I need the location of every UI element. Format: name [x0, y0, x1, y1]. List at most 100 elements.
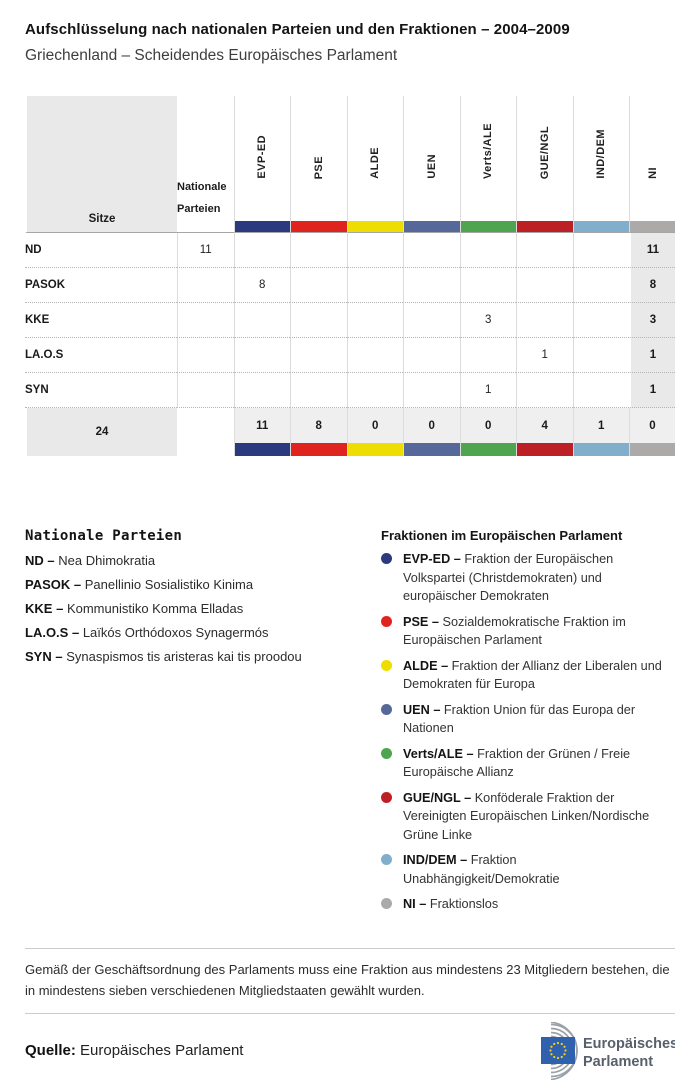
seat-cell: 1	[459, 373, 516, 408]
faction-color-bar	[459, 221, 516, 233]
seat-cell	[290, 303, 347, 338]
seat-cell	[346, 338, 403, 373]
seat-cell: 8	[233, 268, 290, 303]
grand-total-seats: 24	[25, 408, 177, 456]
party-row-label: ND	[25, 233, 177, 268]
column-total: 8	[290, 408, 347, 443]
column-header: GUE/NGL	[516, 96, 573, 221]
seat-cell	[516, 233, 573, 268]
column-header-label: Verts/ALE	[482, 122, 495, 179]
faction-color-bar	[290, 443, 347, 456]
seat-cell: 3	[459, 303, 516, 338]
party-row-label: PASOK	[25, 268, 177, 303]
seat-cell	[346, 233, 403, 268]
faction-color-dot	[381, 854, 392, 865]
faction-color-bar	[629, 443, 675, 456]
seat-cell	[177, 373, 234, 408]
legend-factions-heading: Fraktionen im Europäischen Parlament	[381, 528, 623, 543]
column-header-label: EVP-ED	[256, 135, 269, 179]
column-total: 0	[403, 408, 460, 443]
seats-total-cell: 3	[629, 303, 675, 338]
party-row-label: SYN	[25, 373, 177, 408]
column-total: 0	[629, 408, 675, 443]
column-header: IND/DEM	[572, 96, 630, 221]
footer: Quelle: Europäisches Parlament	[25, 1021, 675, 1080]
seat-cell	[459, 268, 516, 303]
faction-color-bar	[629, 221, 675, 233]
seats-total-cell: 1	[629, 373, 675, 408]
column-total: 0	[459, 408, 516, 443]
seat-cell	[403, 303, 460, 338]
seat-cell	[403, 268, 460, 303]
seat-cell	[572, 268, 629, 303]
faction-color-dot	[381, 898, 392, 909]
seat-cell	[459, 338, 516, 373]
seats-total-cell: 11	[629, 233, 675, 268]
legend-faction-item: NI – Fraktionslos	[381, 895, 675, 914]
faction-color-bar	[290, 221, 347, 233]
faction-color-dot	[381, 747, 392, 759]
source-line: Quelle: Europäisches Parlament	[25, 1042, 243, 1059]
seat-cell	[233, 303, 290, 338]
seat-cell	[572, 303, 629, 338]
faction-seat-table: Nationale Parteien EVP-ED PSE ALDE UEN V…	[25, 96, 675, 456]
seat-cell	[290, 338, 347, 373]
column-header-label: ALDE	[369, 147, 382, 179]
footnote: Gemäß der Geschäftsordnung des Parlament…	[25, 947, 675, 1014]
faction-color-bar	[233, 443, 290, 456]
legend-faction-item: EVP-ED – Fraktion der Europäischen Volks…	[381, 550, 675, 606]
seat-cell	[233, 373, 290, 408]
page-title: Aufschlüsselung nach nationalen Parteien…	[25, 21, 570, 38]
legend-section: Nationale Parteien ND – Nea Dhimokratia …	[25, 528, 675, 914]
faction-color-dot	[381, 615, 392, 627]
table-corner-header: Nationale Parteien	[177, 96, 234, 221]
faction-color-bar	[516, 221, 573, 233]
legend-factions: Fraktionen im Europäischen Parlament EVP…	[381, 528, 675, 914]
column-header: UEN	[403, 96, 460, 221]
legend-parties-heading: Nationale Parteien	[25, 528, 183, 544]
seat-cell	[403, 338, 460, 373]
faction-color-bar	[516, 443, 573, 456]
logo-wordmark-line1: Europäisches	[583, 1036, 675, 1052]
seats-column-header: Sitze	[25, 96, 177, 233]
seat-cell	[572, 373, 629, 408]
seat-cell	[346, 303, 403, 338]
seat-cell	[233, 338, 290, 373]
seat-cell	[403, 233, 460, 268]
column-header: ALDE	[346, 96, 404, 221]
column-header-label: GUE/NGL	[538, 125, 551, 179]
faction-color-bar	[403, 443, 460, 456]
column-header: NI	[629, 96, 675, 221]
column-total: 4	[516, 408, 573, 443]
legend-party-item: SYN – Synaspismos tis aristeras kai tis …	[25, 649, 302, 664]
legend-faction-item: PSE – Sozialdemokratische Fraktion im Eu…	[381, 613, 675, 650]
seat-cell: 11	[177, 233, 234, 268]
legend-party-item: KKE – Kommunistiko Komma Elladas	[25, 601, 244, 616]
seat-cell	[290, 268, 347, 303]
faction-color-bar	[346, 221, 403, 233]
seat-cell	[516, 303, 573, 338]
legend-faction-item: UEN – Fraktion Union für das Europa der …	[381, 701, 675, 738]
column-header: Verts/ALE	[459, 96, 517, 221]
source-label: Quelle:	[25, 1042, 76, 1059]
seat-cell	[572, 233, 629, 268]
seat-cell	[346, 268, 403, 303]
seat-cell	[233, 233, 290, 268]
eu-flag-icon	[541, 1036, 575, 1064]
seats-total-cell: 1	[629, 338, 675, 373]
faction-color-bar	[233, 221, 290, 233]
faction-color-dot	[381, 553, 392, 564]
faction-color-bar	[346, 443, 403, 456]
party-row-label: LA.O.S	[25, 338, 177, 373]
legend-national-parties: Nationale Parteien ND – Nea Dhimokratia …	[25, 528, 381, 914]
column-total: 11	[233, 408, 290, 443]
seat-cell: 1	[516, 338, 573, 373]
legend-faction-item: ALDE – Fraktion der Allianz der Liberale…	[381, 657, 675, 694]
column-header-label: IND/DEM	[595, 129, 608, 179]
column-header-label: NI	[646, 167, 659, 179]
page-subtitle: Griechenland – Scheidendes Europäisches …	[25, 47, 398, 64]
faction-color-dot	[381, 703, 392, 715]
legend-faction-item: Verts/ALE – Fraktion der Grünen / Freie …	[381, 745, 675, 782]
header-divider	[177, 221, 234, 233]
